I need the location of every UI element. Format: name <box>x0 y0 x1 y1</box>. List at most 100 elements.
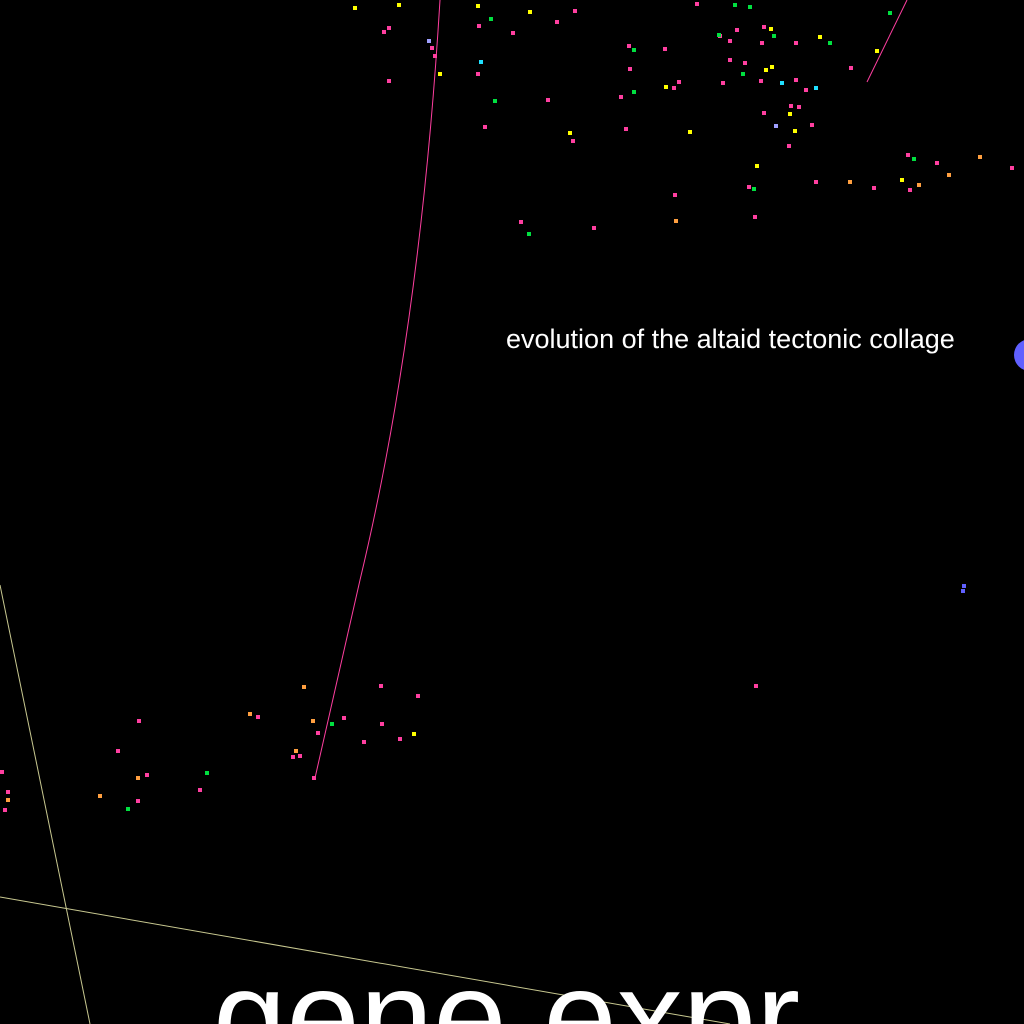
node[interactable] <box>311 719 315 723</box>
node[interactable] <box>743 61 747 65</box>
node[interactable] <box>294 749 298 753</box>
node[interactable] <box>528 10 532 14</box>
node[interactable] <box>849 66 853 70</box>
node[interactable] <box>555 20 559 24</box>
node[interactable] <box>752 187 756 191</box>
node[interactable] <box>483 125 487 129</box>
node[interactable] <box>774 124 778 128</box>
node[interactable] <box>872 186 876 190</box>
node[interactable] <box>438 72 442 76</box>
node[interactable] <box>673 193 677 197</box>
node[interactable] <box>961 589 965 593</box>
cluster-node[interactable] <box>1014 339 1024 371</box>
node[interactable] <box>818 35 822 39</box>
node[interactable] <box>519 220 523 224</box>
node[interactable] <box>762 25 766 29</box>
node[interactable] <box>935 161 939 165</box>
node[interactable] <box>342 716 346 720</box>
node[interactable] <box>382 30 386 34</box>
node[interactable] <box>527 232 531 236</box>
node[interactable] <box>137 719 141 723</box>
node[interactable] <box>789 104 793 108</box>
node[interactable] <box>788 112 792 116</box>
node[interactable] <box>912 157 916 161</box>
node[interactable] <box>769 27 773 31</box>
node[interactable] <box>804 88 808 92</box>
node[interactable] <box>741 72 745 76</box>
node[interactable] <box>427 39 431 43</box>
node[interactable] <box>632 90 636 94</box>
node[interactable] <box>624 127 628 131</box>
node[interactable] <box>256 715 260 719</box>
node[interactable] <box>546 98 550 102</box>
node[interactable] <box>787 144 791 148</box>
node[interactable] <box>205 771 209 775</box>
node[interactable] <box>302 685 306 689</box>
node[interactable] <box>754 684 758 688</box>
node[interactable] <box>748 5 752 9</box>
node[interactable] <box>695 2 699 6</box>
node[interactable] <box>747 185 751 189</box>
node[interactable] <box>900 178 904 182</box>
node[interactable] <box>780 81 784 85</box>
node[interactable] <box>397 3 401 7</box>
node[interactable] <box>962 584 966 588</box>
node[interactable] <box>810 123 814 127</box>
topic-label[interactable]: evolution of the altaid tectonic collage <box>506 324 955 354</box>
node[interactable] <box>793 129 797 133</box>
node[interactable] <box>764 68 768 72</box>
node[interactable] <box>416 694 420 698</box>
node[interactable] <box>387 79 391 83</box>
node[interactable] <box>433 54 437 58</box>
node[interactable] <box>493 99 497 103</box>
node[interactable] <box>476 72 480 76</box>
node[interactable] <box>353 6 357 10</box>
node[interactable] <box>664 85 668 89</box>
node[interactable] <box>316 731 320 735</box>
node[interactable] <box>116 749 120 753</box>
node[interactable] <box>908 188 912 192</box>
node[interactable] <box>762 111 766 115</box>
node[interactable] <box>3 808 7 812</box>
node[interactable] <box>291 755 295 759</box>
node[interactable] <box>136 799 140 803</box>
node[interactable] <box>814 86 818 90</box>
node[interactable] <box>627 44 631 48</box>
node[interactable] <box>772 34 776 38</box>
node[interactable] <box>888 11 892 15</box>
node[interactable] <box>674 219 678 223</box>
node[interactable] <box>6 798 10 802</box>
node[interactable] <box>947 173 951 177</box>
node[interactable] <box>1010 166 1014 170</box>
node[interactable] <box>476 4 480 8</box>
large-topic-label[interactable]: gene expr <box>213 943 800 1024</box>
node[interactable] <box>511 31 515 35</box>
node[interactable] <box>760 41 764 45</box>
node[interactable] <box>312 776 316 780</box>
node[interactable] <box>380 722 384 726</box>
node[interactable] <box>145 773 149 777</box>
node[interactable] <box>568 131 572 135</box>
node[interactable] <box>875 49 879 53</box>
node[interactable] <box>672 86 676 90</box>
node[interactable] <box>489 17 493 21</box>
node[interactable] <box>619 95 623 99</box>
node[interactable] <box>917 183 921 187</box>
node[interactable] <box>794 41 798 45</box>
node[interactable] <box>770 65 774 69</box>
node[interactable] <box>387 26 391 30</box>
node[interactable] <box>906 153 910 157</box>
node[interactable] <box>477 24 481 28</box>
node[interactable] <box>6 790 10 794</box>
node[interactable] <box>571 139 575 143</box>
node[interactable] <box>848 180 852 184</box>
node[interactable] <box>797 105 801 109</box>
node[interactable] <box>0 770 4 774</box>
node[interactable] <box>573 9 577 13</box>
node[interactable] <box>728 39 732 43</box>
node[interactable] <box>728 58 732 62</box>
node[interactable] <box>632 48 636 52</box>
node[interactable] <box>479 60 483 64</box>
node[interactable] <box>330 722 334 726</box>
node[interactable] <box>379 684 383 688</box>
